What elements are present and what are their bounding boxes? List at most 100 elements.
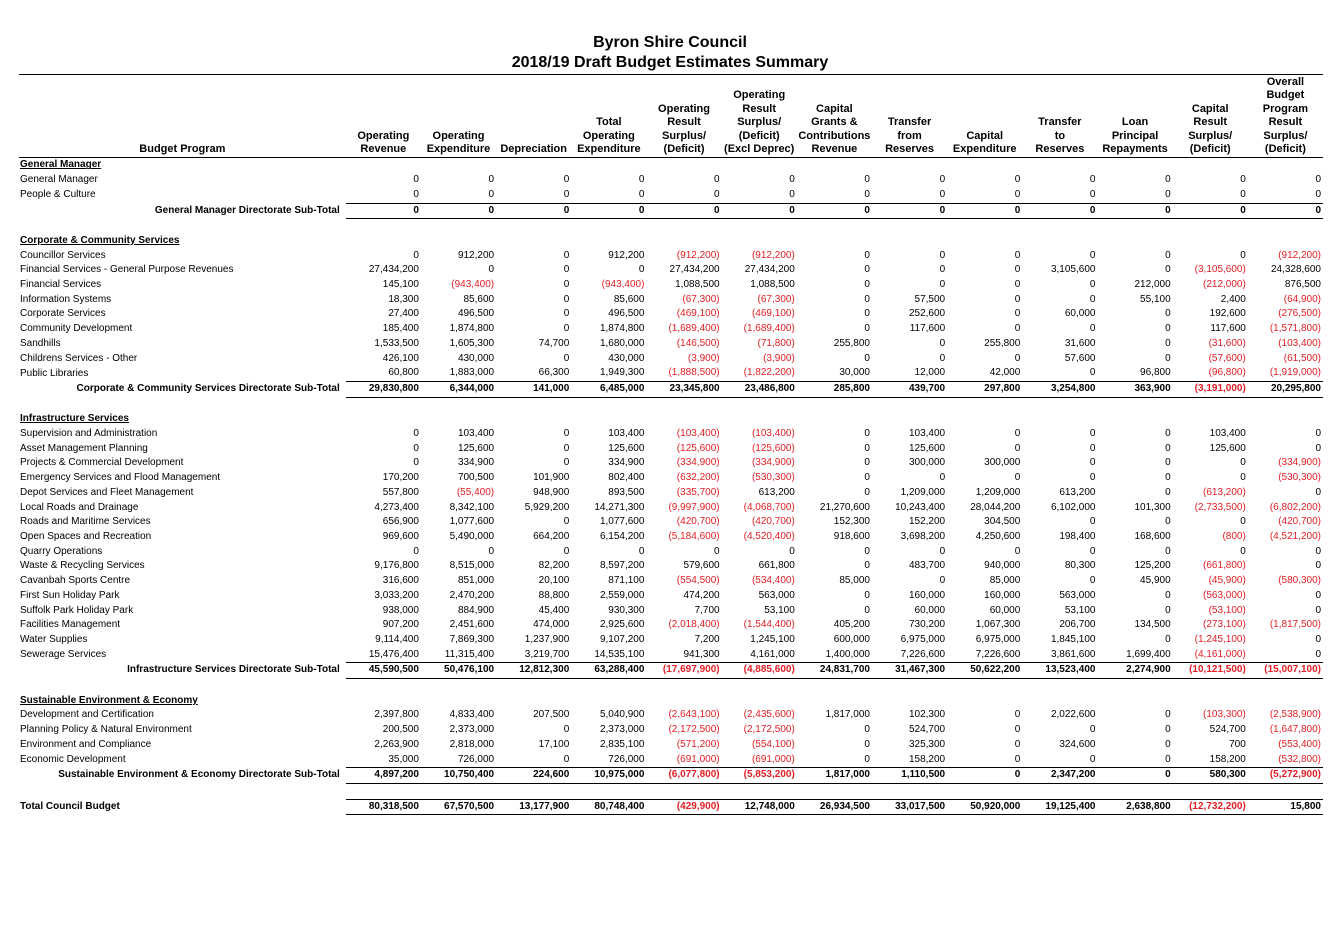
value-cell: 0 xyxy=(864,442,870,454)
spacer-cell xyxy=(19,219,1323,234)
column-header: Capital Expenditure xyxy=(947,76,1022,158)
header-line: Operating xyxy=(733,89,786,102)
value-cell: 0 xyxy=(789,174,795,186)
program-label: Waste & Recycling Services xyxy=(20,560,145,572)
value-cell: (613,200) xyxy=(1203,486,1246,498)
value-cell: 3,698,200 xyxy=(900,530,946,542)
value-cell: (335,700) xyxy=(676,486,720,498)
value-cell: 60,000 xyxy=(989,604,1021,616)
value-cell: 125,600 xyxy=(908,442,946,454)
value-cell: 7,226,600 xyxy=(900,648,946,660)
value-cell: 0 xyxy=(1165,633,1171,645)
value-cell: 168,600 xyxy=(1134,530,1171,542)
header-line: Result xyxy=(667,116,701,129)
value-cell: 0 xyxy=(1165,308,1171,320)
value-cell: 6,975,000 xyxy=(975,633,1021,645)
value-cell: (103,300) xyxy=(1203,709,1246,721)
value-cell: 20,100 xyxy=(538,575,570,587)
value-cell: 0 xyxy=(864,560,870,572)
value-cell: 0 xyxy=(1089,249,1096,261)
table-row: Emergency Services and Flood Management 1… xyxy=(19,471,1323,486)
value-cell: 74,700 xyxy=(538,337,570,349)
value-cell: 5,490,000 xyxy=(449,530,495,542)
program-label: Sandhills xyxy=(20,337,61,349)
table-row: Financial Services - General Purpose Rev… xyxy=(19,263,1323,278)
value-cell: (212,000) xyxy=(1203,279,1246,291)
value-cell: 50,476,100 xyxy=(420,662,497,680)
value-cell: (2,733,500) xyxy=(1194,501,1246,513)
value-cell: 212,000 xyxy=(1134,279,1171,291)
value-cell: 948,900 xyxy=(533,486,570,498)
program-label: Facilities Management xyxy=(20,619,121,631)
program-label: Projects & Commercial Development xyxy=(20,457,184,469)
value-cell: (1,647,800) xyxy=(1269,724,1321,736)
spacer-row xyxy=(19,219,1323,234)
value-cell: (10,121,500) xyxy=(1172,662,1248,680)
value-cell: (2,538,900) xyxy=(1269,709,1321,721)
table-row: Open Spaces and Recreation 969,600 5,490,0… xyxy=(19,530,1323,545)
table-row: Facilities Management 907,200 2,451,600 474… xyxy=(19,618,1323,633)
value-cell: 101,300 xyxy=(1134,501,1171,513)
value-cell: 103,400 xyxy=(908,428,946,440)
program-label: Sewerage Services xyxy=(20,648,107,660)
header-line: Capital xyxy=(816,102,853,115)
value-cell: 1,874,800 xyxy=(449,323,495,335)
value-cell: (4,520,400) xyxy=(743,530,795,542)
header-line: Capital xyxy=(966,129,1004,142)
value-cell: 0 xyxy=(1240,545,1246,557)
value-cell: 557,800 xyxy=(382,486,419,498)
value-cell: 2,022,600 xyxy=(1050,709,1096,721)
spacer-row xyxy=(19,397,1323,412)
value-cell: 0 xyxy=(864,545,870,557)
program-label: Roads and Maritime Services xyxy=(20,516,151,528)
value-cell: (530,300) xyxy=(751,472,795,484)
value-cell: 0 xyxy=(1014,352,1021,364)
header-line: Reserves xyxy=(885,143,934,156)
value-cell: 0 xyxy=(1165,337,1171,349)
value-cell: 1,245,100 xyxy=(750,633,795,645)
value-cell: 2,470,200 xyxy=(449,589,495,601)
column-header: Operating Revenue xyxy=(346,76,421,158)
value-cell: 12,748,000 xyxy=(721,798,797,816)
value-cell: 0 xyxy=(864,428,870,440)
value-cell: 613,200 xyxy=(1059,486,1096,498)
table-row: First Sun Holiday Park 3,033,200 2,470,200… xyxy=(19,589,1323,604)
value-cell: 0 xyxy=(864,589,870,601)
program-label: Environment and Compliance xyxy=(20,738,152,750)
value-cell: 23,486,800 xyxy=(721,380,797,398)
value-cell: (125,600) xyxy=(751,442,795,454)
value-cell: 0 xyxy=(413,249,419,261)
value-cell: 252,600 xyxy=(908,308,946,320)
program-label: General Manager xyxy=(20,174,98,186)
value-cell: 316,600 xyxy=(382,575,419,587)
value-cell: (9,997,900) xyxy=(668,501,720,513)
column-header: Depreciation xyxy=(496,76,571,158)
value-cell: 21,270,600 xyxy=(819,501,870,513)
value-cell: 0 xyxy=(1089,174,1096,186)
value-cell: (800) xyxy=(1222,530,1246,542)
value-cell: 0 xyxy=(1240,174,1246,186)
spacer-row xyxy=(19,679,1323,694)
value-cell: 31,467,300 xyxy=(871,662,948,680)
value-cell: (103,400) xyxy=(751,428,795,440)
header-line: from xyxy=(897,129,922,142)
table-header-row: Budget Program Operating Revenue Operating E… xyxy=(19,76,1323,158)
value-cell: 0 xyxy=(1165,472,1171,484)
value-cell: 304,500 xyxy=(984,516,1021,528)
program-label: First Sun Holiday Park xyxy=(20,589,120,601)
value-cell: 7,200 xyxy=(694,633,720,645)
value-cell: 125,200 xyxy=(1134,560,1171,572)
value-cell: 3,105,600 xyxy=(1050,264,1096,276)
value-cell: 85,000 xyxy=(839,575,870,587)
program-label: Water Supplies xyxy=(20,633,88,645)
value-cell: 324,600 xyxy=(1059,738,1096,750)
value-cell: (334,900) xyxy=(676,457,720,469)
table-row: Supervision and Administration 0 103,400 0 1… xyxy=(19,427,1323,442)
value-cell: 0 xyxy=(1014,428,1021,440)
header-line: Surplus/ xyxy=(662,129,707,142)
value-cell: 0 xyxy=(638,264,645,276)
value-cell: 0 xyxy=(413,457,419,469)
value-cell: 0 xyxy=(939,264,946,276)
value-cell: 0 xyxy=(947,767,1023,784)
value-cell: 53,100 xyxy=(1064,604,1096,616)
